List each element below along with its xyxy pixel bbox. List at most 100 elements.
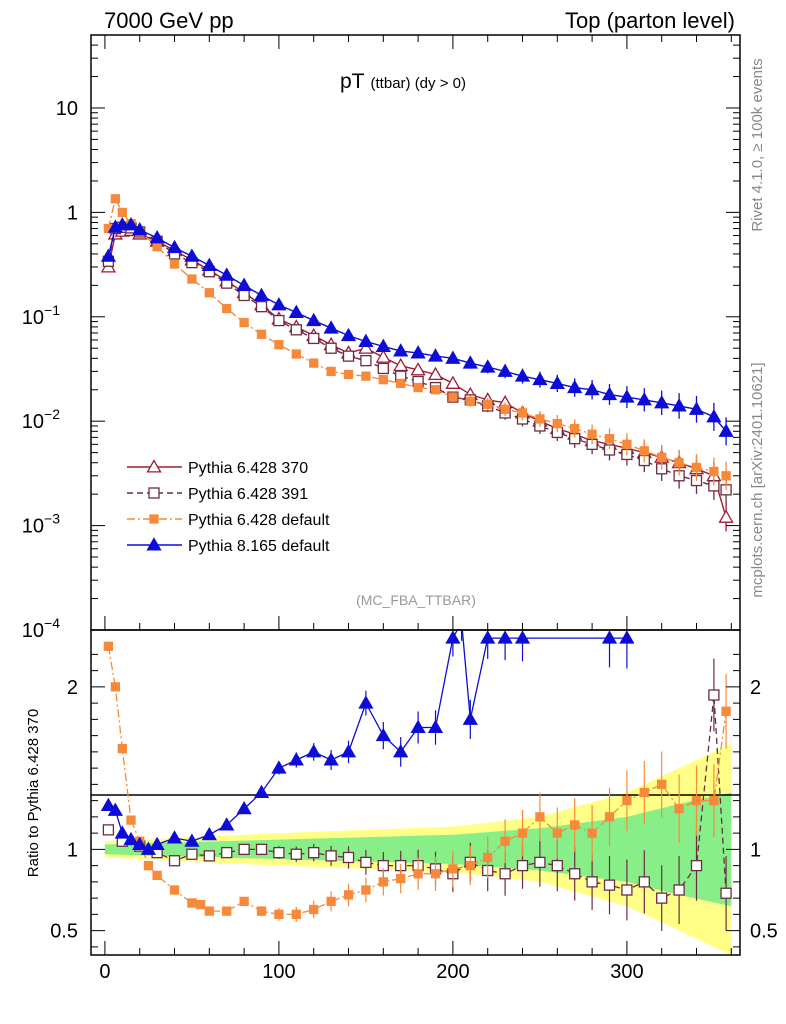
- legend-label: Pythia 6.428 370: [188, 460, 308, 477]
- ratio-point: [462, 711, 478, 725]
- ratio-point: [673, 884, 685, 896]
- data-point: [671, 398, 687, 412]
- data-point: [396, 378, 406, 389]
- ratio-point: [622, 795, 632, 806]
- data-point: [377, 362, 389, 375]
- data-point: [430, 385, 441, 395]
- ratio-point: [516, 859, 529, 872]
- ratio-point: [569, 868, 581, 880]
- ratio-point: [587, 828, 597, 838]
- ratio-y-tick-label: 1: [67, 839, 78, 861]
- ratio-y-tick-label: 2: [750, 677, 761, 699]
- ratio-point: [323, 752, 339, 766]
- ratio-point: [222, 906, 232, 916]
- main-series-group: [100, 194, 734, 532]
- ratio-point: [239, 896, 249, 907]
- header-left: 7000 GeV pp: [104, 8, 234, 33]
- legend-marker: [149, 514, 159, 524]
- ratio-point: [448, 864, 458, 874]
- ratio-point: [110, 682, 121, 692]
- ratio-point: [621, 884, 633, 896]
- data-point: [166, 239, 183, 254]
- ratio-point: [691, 795, 702, 806]
- ratio-point: [517, 828, 528, 838]
- ratio-point: [708, 689, 720, 701]
- data-point: [110, 194, 121, 204]
- data-point: [271, 297, 287, 311]
- data-point: [688, 401, 705, 415]
- data-point: [306, 312, 322, 327]
- ratio-point: [378, 877, 388, 887]
- ratio-point: [102, 824, 115, 836]
- series-line: [107, 196, 727, 477]
- ratio-point: [271, 760, 287, 774]
- data-point: [187, 274, 197, 284]
- ratio-point: [201, 826, 217, 841]
- ratio-point: [690, 859, 703, 872]
- stat-band-green: [104, 792, 732, 907]
- data-point: [236, 277, 252, 291]
- ratio-point: [273, 846, 285, 859]
- ratio-point: [396, 873, 406, 884]
- ratio-point: [143, 860, 154, 871]
- data-point: [184, 248, 200, 262]
- data-point: [238, 289, 250, 302]
- rivet-label: Rivet 4.1.0, ≥ 100k events: [749, 58, 766, 231]
- ratio-point: [291, 909, 301, 920]
- data-point: [288, 304, 304, 318]
- data-point: [291, 349, 301, 359]
- ratio-point: [534, 856, 546, 869]
- y-tick-label: 10: [56, 98, 78, 120]
- data-point: [718, 423, 734, 437]
- data-point: [427, 366, 444, 381]
- data-point: [532, 371, 548, 386]
- ratio-point: [253, 784, 270, 799]
- data-point: [535, 414, 545, 424]
- ratio-point: [255, 843, 268, 856]
- ratio-point: [107, 802, 123, 816]
- data-point: [674, 458, 684, 468]
- ratio-point: [499, 868, 511, 880]
- data-point: [604, 434, 615, 444]
- ratio-point: [552, 828, 562, 838]
- ratio-point: [114, 825, 130, 839]
- data-point: [361, 371, 371, 381]
- data-point: [375, 338, 391, 352]
- data-point: [657, 452, 667, 463]
- x-tick-label: 0: [99, 961, 110, 983]
- ratio-point: [340, 744, 357, 758]
- ratio-point: [570, 820, 580, 830]
- ratio-point: [500, 836, 510, 846]
- ratio-point: [603, 879, 616, 891]
- ratio-y-tick-label: 0.5: [750, 921, 778, 943]
- data-point: [601, 386, 618, 401]
- ratio-point: [152, 870, 162, 881]
- x-tick-label: 100: [262, 961, 295, 983]
- ratio-ylabel: Ratio to Pythia 6.428 370: [25, 709, 42, 877]
- data-point: [706, 409, 722, 423]
- data-point: [326, 366, 336, 377]
- data-point: [309, 358, 319, 368]
- data-point: [500, 404, 510, 414]
- y-tick-label: 10−4: [22, 615, 60, 642]
- ratio-point: [360, 856, 372, 869]
- ratio-point: [639, 787, 649, 798]
- ratio-y-tick-label: 2: [67, 677, 78, 699]
- data-point: [256, 329, 267, 339]
- legend-item: Pythia 8.165 default: [127, 537, 330, 555]
- ratio-point: [430, 869, 441, 879]
- ratio-point: [290, 848, 302, 860]
- ratio-frame: [90, 629, 741, 956]
- ratio-point: [306, 744, 322, 758]
- series-line: [107, 226, 727, 491]
- ratio-point: [361, 885, 371, 895]
- ratio-point: [195, 899, 206, 910]
- axes-group: 10 1 10−1 10−2 10−3 10−4 0.5 0.5 1 1 2 2 0 100 200 300: [22, 34, 778, 983]
- data-point: [445, 350, 461, 364]
- ratio-point: [236, 800, 252, 815]
- y-tick-label: 1: [67, 202, 78, 224]
- data-point: [549, 375, 565, 389]
- data-point: [393, 357, 409, 372]
- data-point: [427, 348, 444, 362]
- ratio-point: [168, 855, 181, 867]
